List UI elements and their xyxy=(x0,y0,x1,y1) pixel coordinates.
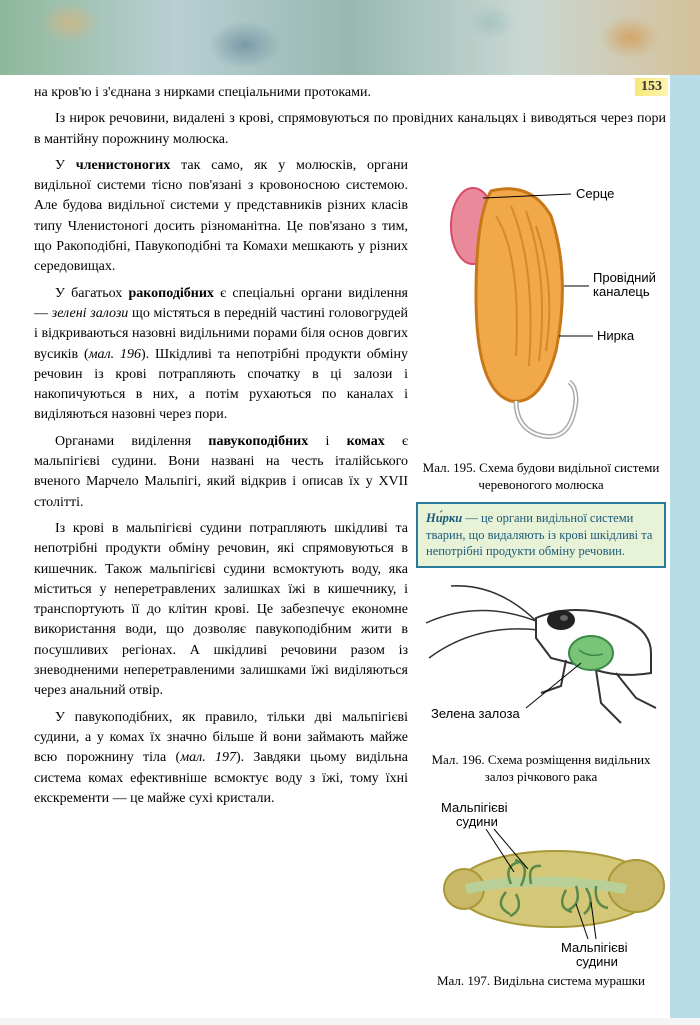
paragraph-1: на кров'ю і з'єднана з нирками спеціальн… xyxy=(34,83,666,103)
label-malpighian-1: Мальпігієві судини xyxy=(441,800,511,829)
definition-box: Ни́рки — це органи видільної системи тва… xyxy=(416,502,666,569)
figure-196: Зелена залоза Мал. 196. Схема розміщення… xyxy=(416,578,666,786)
label-heart: Серце xyxy=(576,186,614,201)
figure-196-caption: Мал. 196. Схема розміщення видільних зал… xyxy=(416,752,666,786)
paragraph-2: Із нирок речовини, видалені з крові, спр… xyxy=(34,109,666,150)
header-banner xyxy=(0,0,700,75)
page-content: на кров'ю і з'єднана з нирками спеціальн… xyxy=(0,75,700,1018)
figure-195-caption: Мал. 195. Схема будови видільної системи… xyxy=(416,460,666,494)
figure-195: Серце Провідний каналець Нирка Мал. 195.… xyxy=(416,156,666,494)
figure-197-caption: Мал. 197. Видільна система мурашки xyxy=(416,973,666,990)
label-malpighian-2: Мальпігієві судини xyxy=(561,940,631,969)
label-duct: Провідний каналець xyxy=(593,270,660,299)
figure-197: Мальпігієві судини xyxy=(416,794,666,990)
label-kidney: Нирка xyxy=(597,328,635,343)
label-green-gland: Зелена залоза xyxy=(431,706,520,721)
definition-term: Ни́рки xyxy=(426,511,462,525)
